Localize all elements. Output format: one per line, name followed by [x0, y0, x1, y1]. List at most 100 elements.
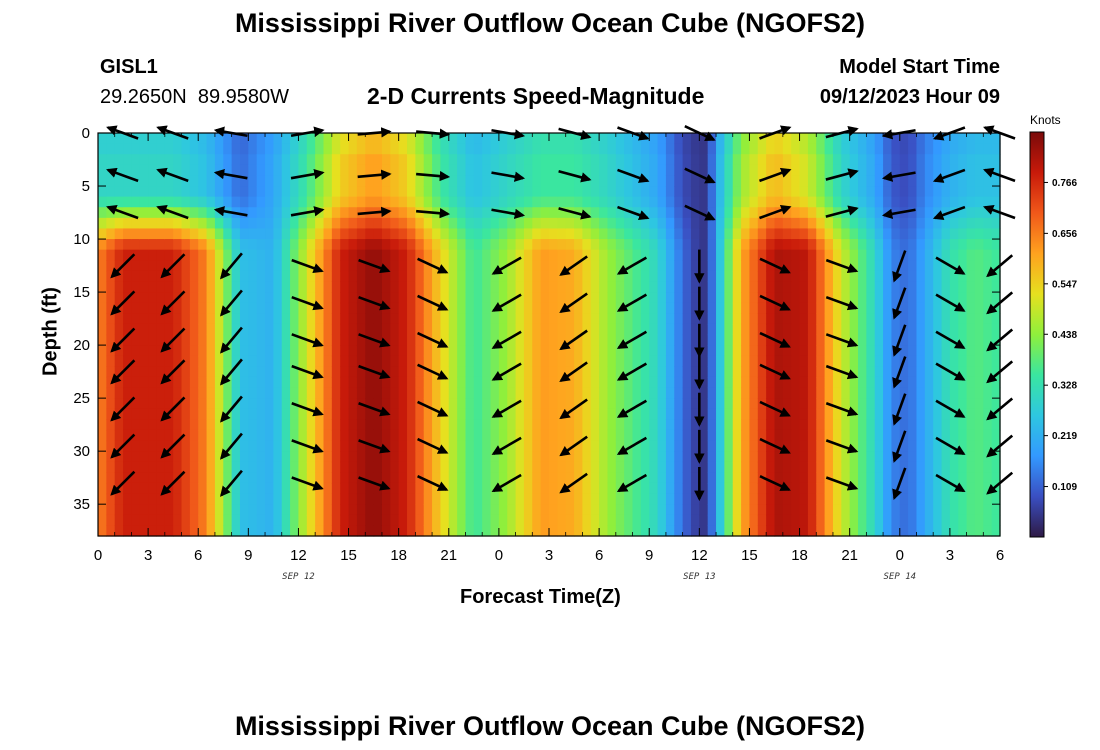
heatmap-cell — [532, 366, 542, 378]
heatmap-cell — [557, 207, 567, 219]
heatmap-cell — [148, 451, 158, 463]
heatmap-cell — [891, 504, 901, 516]
heatmap-cell — [139, 366, 149, 378]
heatmap-cell — [407, 429, 416, 442]
heatmap-cell — [231, 133, 241, 145]
heatmap-cell — [106, 387, 116, 399]
heatmap-cell — [457, 461, 467, 473]
heatmap-cell — [874, 525, 884, 537]
heatmap-cell — [983, 419, 993, 431]
heatmap-cell — [139, 164, 149, 177]
heatmap-cell — [532, 451, 542, 463]
heatmap-cell — [515, 313, 525, 325]
heatmap-cell — [206, 313, 216, 325]
heatmap-cell — [231, 355, 241, 367]
heatmap-cell — [390, 376, 400, 389]
heatmap-cell — [457, 292, 467, 304]
heatmap-cell — [415, 143, 425, 155]
heatmap-cell — [590, 239, 600, 251]
heatmap-cell — [473, 472, 483, 484]
heatmap-cell — [716, 313, 725, 325]
heatmap-cell — [883, 451, 893, 463]
heatmap-cell — [716, 514, 725, 526]
heatmap-cell — [599, 440, 609, 452]
heatmap-cell — [958, 249, 968, 261]
heatmap-cell — [707, 461, 717, 473]
heatmap-cell — [557, 472, 567, 484]
heatmap-cell — [189, 355, 199, 367]
heatmap-cell — [590, 472, 600, 484]
heatmap-cell — [281, 514, 291, 526]
current-vector-arrow — [491, 330, 522, 349]
heatmap-cell — [908, 249, 918, 261]
heatmap-cell — [924, 217, 934, 230]
heatmap-cell — [281, 472, 291, 484]
heatmap-cell — [749, 270, 759, 283]
heatmap-cell — [799, 270, 809, 283]
heatmap-cell — [415, 154, 425, 166]
heatmap-cell — [949, 472, 959, 484]
heatmap-cell — [457, 440, 467, 452]
heatmap-cell — [690, 249, 700, 261]
heatmap-cell — [440, 281, 450, 293]
heatmap-cell — [482, 323, 492, 336]
heatmap-cell — [574, 313, 584, 325]
heatmap-cell — [273, 228, 283, 240]
heatmap-cell — [356, 514, 366, 526]
heatmap-cell — [908, 323, 918, 336]
heatmap-cell — [148, 164, 158, 177]
heatmap-cell — [540, 482, 550, 495]
heatmap-cell — [331, 429, 341, 442]
heatmap-cell — [866, 281, 876, 293]
heatmap-cell — [933, 451, 943, 463]
heatmap-cell — [390, 451, 400, 463]
heatmap-cell — [231, 260, 241, 272]
heatmap-cell — [615, 451, 625, 463]
heatmap-cell — [674, 302, 684, 314]
heatmap-cell — [473, 143, 483, 155]
heatmap-cell — [98, 440, 107, 452]
heatmap-cell — [331, 472, 341, 484]
heatmap-cell — [148, 207, 158, 219]
heatmap-cell — [273, 504, 283, 516]
heatmap-cell — [824, 429, 834, 442]
heatmap-cell — [214, 249, 224, 261]
heatmap-cell — [164, 154, 174, 166]
heatmap-cell — [156, 493, 166, 505]
heatmap-cell — [599, 376, 609, 389]
heatmap-cell — [732, 366, 742, 378]
heatmap-cell — [306, 281, 316, 293]
heatmap-cell — [306, 292, 316, 304]
heatmap-cell — [148, 482, 158, 495]
heatmap-cell — [716, 249, 725, 261]
heatmap-cell — [306, 186, 316, 198]
heatmap-cell — [682, 440, 692, 452]
heatmap-cell — [98, 260, 107, 272]
heatmap-cell — [498, 164, 508, 177]
heatmap-cell — [189, 133, 199, 145]
heatmap-cell — [457, 408, 467, 420]
heatmap-cell — [231, 482, 241, 495]
heatmap-cell — [983, 249, 993, 261]
heatmap-cell — [958, 270, 968, 283]
heatmap-cell — [381, 313, 391, 325]
heatmap-cell — [899, 292, 909, 304]
heatmap-cell — [281, 355, 291, 367]
heatmap-cell — [941, 196, 951, 208]
heatmap-cell — [690, 398, 700, 410]
current-vector-arrow — [417, 294, 449, 311]
heatmap-cell — [933, 323, 943, 336]
heatmap-cell — [498, 493, 508, 505]
heatmap-cell — [490, 461, 500, 473]
y-tick-label: 15 — [73, 284, 90, 301]
heatmap-cell — [624, 154, 634, 166]
heatmap-cell — [515, 461, 525, 473]
heatmap-cell — [983, 323, 993, 336]
heatmap-cell — [924, 164, 934, 177]
heatmap-cell — [507, 164, 517, 177]
heatmap-cell — [256, 493, 266, 505]
heatmap-cell — [523, 419, 533, 431]
heatmap-cell — [198, 355, 208, 367]
heatmap-cell — [248, 260, 258, 272]
